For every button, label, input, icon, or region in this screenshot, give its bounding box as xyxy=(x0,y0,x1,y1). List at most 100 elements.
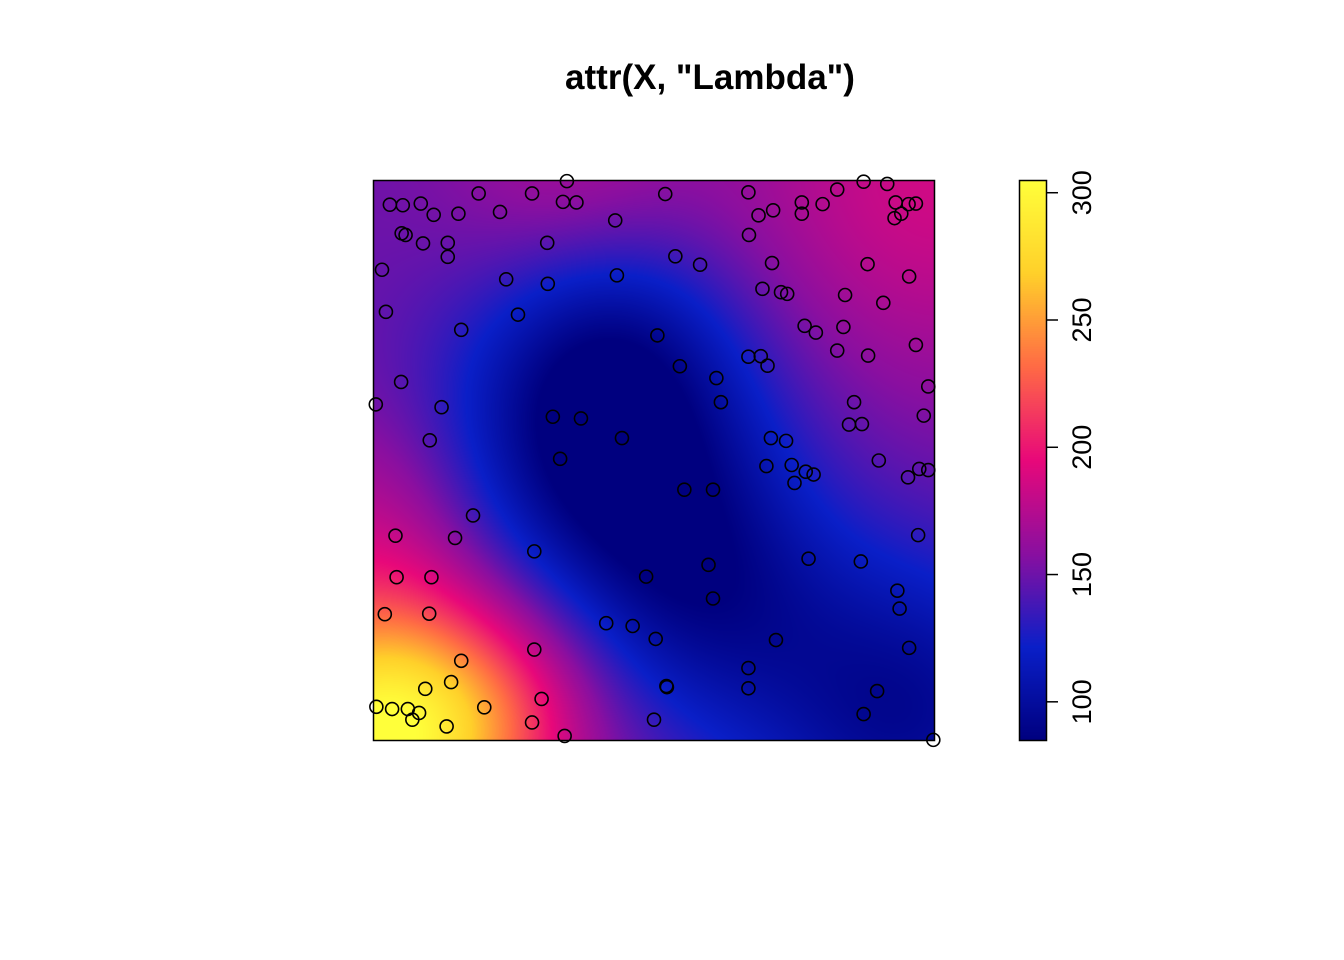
data-point xyxy=(916,408,932,423)
data-point xyxy=(741,349,756,365)
data-point xyxy=(741,660,756,676)
data-point xyxy=(369,699,384,715)
data-point xyxy=(677,482,692,497)
data-point xyxy=(413,196,429,211)
data-point xyxy=(657,186,673,202)
point-pattern xyxy=(368,173,941,748)
data-point xyxy=(829,182,845,197)
data-point xyxy=(787,475,802,491)
data-point xyxy=(705,482,721,497)
colorbar-tick-label: 100 xyxy=(1067,679,1097,724)
data-point xyxy=(798,464,814,480)
data-point xyxy=(741,185,756,200)
data-point xyxy=(453,653,469,669)
data-point xyxy=(421,606,437,621)
data-point xyxy=(526,544,542,559)
data-point xyxy=(794,195,810,210)
data-point xyxy=(545,409,561,425)
data-point xyxy=(701,557,716,573)
data-point xyxy=(773,284,789,300)
data-point xyxy=(713,394,729,410)
data-point xyxy=(443,674,459,690)
data-point xyxy=(846,394,862,410)
data-point xyxy=(384,701,400,717)
data-point xyxy=(659,679,675,695)
data-point xyxy=(368,397,384,412)
data-point xyxy=(569,195,584,210)
data-point xyxy=(753,348,769,364)
data-point xyxy=(465,508,481,523)
data-point xyxy=(765,202,781,218)
data-point xyxy=(476,700,492,715)
data-point xyxy=(609,268,625,283)
data-point xyxy=(524,186,540,201)
data-point xyxy=(540,276,556,292)
colorbar-tick-label: 250 xyxy=(1067,297,1097,342)
data-point xyxy=(382,197,398,212)
data-point xyxy=(638,569,654,584)
data-point xyxy=(552,451,568,467)
data-point xyxy=(705,591,721,606)
data-point xyxy=(901,269,917,284)
data-point xyxy=(440,235,456,251)
data-point xyxy=(920,379,936,394)
data-point xyxy=(869,683,885,699)
data-point xyxy=(492,204,508,220)
data-point xyxy=(415,236,431,251)
data-point xyxy=(837,287,853,303)
data-point xyxy=(672,358,688,374)
data-point xyxy=(760,358,775,373)
data-point xyxy=(900,470,916,485)
data-point xyxy=(709,370,724,386)
data-point xyxy=(424,569,439,585)
data-point xyxy=(377,606,393,622)
colorbar-tick-label: 200 xyxy=(1067,425,1097,470)
data-point xyxy=(901,640,917,656)
data-point xyxy=(879,176,895,192)
data-point xyxy=(510,307,526,322)
data-point xyxy=(856,174,871,189)
data-point xyxy=(741,680,756,696)
data-point xyxy=(908,196,924,211)
data-point xyxy=(447,530,463,546)
data-point xyxy=(910,527,926,543)
chart-title: attr(X, "Lambda") xyxy=(565,58,855,97)
data-point xyxy=(763,430,779,446)
data-point xyxy=(875,295,891,311)
data-point xyxy=(440,249,456,265)
data-point xyxy=(598,615,614,631)
data-point xyxy=(908,337,924,353)
data-point xyxy=(853,554,869,569)
data-point xyxy=(539,235,555,251)
colorbar-frame xyxy=(1018,179,1048,742)
data-point xyxy=(393,374,409,390)
data-point xyxy=(759,458,774,474)
colorbar-axis: 100 150 200 250 300 xyxy=(1047,170,1097,724)
data-point xyxy=(405,712,420,727)
data-point xyxy=(573,411,589,426)
data-point xyxy=(871,453,887,468)
data-point xyxy=(829,343,845,358)
data-point xyxy=(755,281,770,297)
data-point xyxy=(557,728,572,744)
data-point xyxy=(892,601,907,616)
data-point xyxy=(887,210,902,226)
data-point xyxy=(417,681,433,697)
data-point xyxy=(422,433,438,448)
data-point xyxy=(768,632,784,648)
data-point xyxy=(808,325,824,340)
data-point xyxy=(794,206,810,221)
colorbar-tick-label: 150 xyxy=(1067,552,1097,597)
data-point xyxy=(856,706,871,722)
data-point xyxy=(650,328,665,343)
data-point xyxy=(526,642,542,657)
data-point xyxy=(920,462,936,478)
data-point xyxy=(779,286,795,302)
data-point xyxy=(389,569,404,585)
data-point xyxy=(815,196,830,212)
colorbar-tick-label: 300 xyxy=(1067,170,1097,215)
data-point xyxy=(451,206,466,221)
data-point xyxy=(555,194,571,210)
data-point xyxy=(797,318,812,334)
